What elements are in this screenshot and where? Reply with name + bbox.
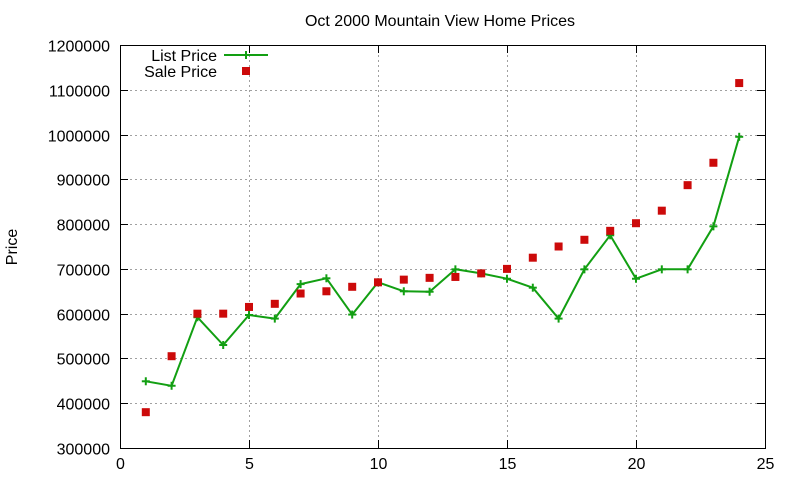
- sale-price-point: [425, 273, 434, 282]
- list-price-point: [167, 381, 176, 390]
- sale-price-point: [683, 181, 692, 190]
- x-tick-label: 15: [499, 456, 517, 473]
- list-price-point: [141, 377, 150, 386]
- sale-price-point: [554, 242, 563, 251]
- y-tick-label: 1000000: [48, 129, 110, 146]
- list-price-point: [219, 341, 228, 350]
- list-price-point: [657, 265, 666, 274]
- list-price-point: [245, 311, 253, 320]
- sale-price-point: [632, 219, 640, 228]
- sale-price-point: [374, 278, 382, 287]
- sale-price-legend-marker: [242, 67, 250, 75]
- list-price-series: [141, 132, 744, 390]
- sale-price-point: [167, 352, 176, 361]
- sale-price-point: [503, 264, 511, 273]
- sale-price-point: [245, 302, 253, 311]
- sale-price-series: [141, 79, 744, 417]
- tick-labels: 0 5 10 15 20 25 300000 400000 500000 600000 700000…: [48, 39, 775, 474]
- axis-ticks: [120, 45, 766, 449]
- sale-price-point: [193, 309, 202, 318]
- y-tick-label: 800000: [57, 218, 110, 235]
- x-tick-label: 5: [245, 456, 254, 473]
- sale-price-point: [657, 206, 666, 215]
- list-price-point: [503, 274, 511, 283]
- list-price-point: [580, 265, 589, 274]
- x-tick-label: 25: [757, 456, 775, 473]
- sale-price-point: [219, 309, 228, 318]
- x-tick-label: 10: [370, 456, 388, 473]
- list-price-legend-marker: [242, 51, 250, 59]
- sale-price-point: [399, 275, 408, 284]
- list-price-point: [322, 274, 331, 283]
- sale-price-point: [528, 253, 537, 262]
- x-tick-label: 20: [628, 456, 646, 473]
- list-price-point: [709, 222, 718, 231]
- x-tick-label: 0: [116, 456, 125, 473]
- y-tick-label: 500000: [57, 352, 110, 369]
- chart-title: Oct 2000 Mountain View Home Prices: [305, 13, 575, 30]
- list-price-legend-label: List Price: [151, 48, 217, 65]
- list-price-point: [348, 310, 357, 319]
- y-tick-label: 300000: [57, 442, 110, 459]
- list-price-line: [145, 136, 741, 387]
- sale-price-point: [270, 299, 279, 308]
- sale-price-point: [580, 235, 589, 244]
- grid-lines: [120, 45, 765, 448]
- list-price-point: [399, 287, 408, 296]
- sale-price-point: [451, 272, 460, 281]
- list-price-point: [270, 314, 279, 323]
- sale-price-point: [735, 79, 744, 88]
- y-tick-label: 1100000: [49, 84, 110, 101]
- sale-price-point: [348, 282, 357, 291]
- sale-price-point: [141, 408, 150, 417]
- list-price-point: [554, 314, 563, 323]
- list-price-point: [425, 287, 434, 296]
- list-price-point: [683, 265, 692, 274]
- sale-price-point: [296, 289, 305, 298]
- list-price-point: [735, 132, 744, 141]
- y-tick-label: 1200000: [48, 39, 110, 56]
- y-tick-label: 900000: [57, 173, 110, 190]
- list-price-point: [632, 274, 640, 283]
- sale-price-point: [477, 269, 486, 278]
- sale-price-point: [322, 287, 331, 296]
- list-price-point: [296, 280, 305, 289]
- list-price-point: [528, 283, 537, 292]
- sale-price-point: [606, 226, 615, 235]
- y-axis-label: Price: [4, 229, 21, 266]
- y-tick-label: 600000: [57, 308, 110, 325]
- series-layer: [141, 79, 744, 417]
- sale-price-point: [709, 158, 718, 167]
- plot-frame: [120, 45, 766, 449]
- list-price-point: [451, 265, 460, 274]
- y-tick-label: 400000: [57, 397, 110, 414]
- sale-price-legend-label: Sale Price: [144, 64, 217, 81]
- y-tick-label: 700000: [57, 263, 110, 280]
